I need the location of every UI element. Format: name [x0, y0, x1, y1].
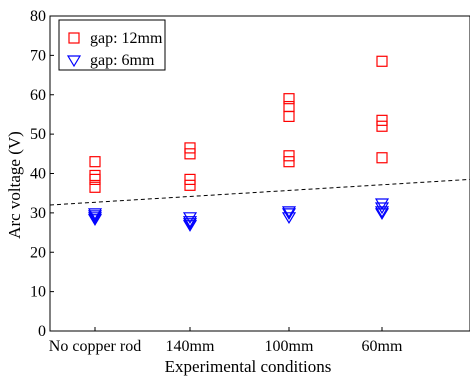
legend-marker-triangle — [66, 55, 82, 68]
data-markers — [87, 55, 390, 232]
x-axis-title: Experimental conditions — [165, 357, 332, 376]
reference-dashed-line — [49, 178, 470, 206]
data-point-gap-12mm — [184, 148, 196, 160]
data-point-gap-6mm — [182, 212, 198, 224]
data-point-gap-6mm — [182, 220, 198, 232]
data-point-gap-12mm — [89, 173, 101, 186]
data-point-gap-12mm — [376, 114, 388, 126]
legend-marker-gap-6mm — [66, 55, 82, 68]
y-tick-label: 50 — [30, 126, 46, 143]
data-point-gap-12mm — [376, 152, 388, 164]
x-axis-ticks: No copper rod 140mm 100mm 60mm — [49, 327, 403, 355]
legend-label-gap-12mm: gap: 12mm — [90, 30, 163, 47]
y-tick-label: 10 — [30, 284, 46, 301]
data-point-gap-12mm — [283, 93, 295, 105]
data-point-gap-6mm — [281, 208, 297, 221]
data-point-gap-6mm — [182, 216, 198, 228]
data-point-gap-12mm — [184, 142, 196, 154]
x-tick-label: 140mm — [166, 338, 215, 355]
data-point-gap-12mm — [184, 179, 196, 191]
data-point-gap-6mm — [87, 208, 103, 221]
data-point-gap-12mm — [89, 156, 101, 168]
data-point-gap-6mm — [87, 212, 103, 224]
legend-marker-square — [68, 32, 80, 44]
data-point-gap-6mm — [374, 202, 390, 215]
legend: gap: 12mm gap: 6mm — [58, 19, 166, 71]
y-tick-label: 40 — [30, 166, 46, 183]
data-point-gap-12mm — [89, 169, 101, 182]
y-tick-label: 80 — [30, 8, 46, 25]
data-point-gap-12mm — [283, 100, 295, 113]
data-point-gap-6mm — [87, 210, 103, 223]
x-tick-label: 60mm — [362, 338, 403, 355]
data-point-gap-12mm — [283, 110, 295, 123]
y-tick-label: 0 — [38, 323, 46, 340]
data-point-gap-12mm — [376, 55, 388, 67]
data-point-gap-12mm — [184, 173, 196, 186]
y-tick-label: 30 — [30, 205, 46, 222]
data-point-gap-6mm — [374, 206, 390, 219]
data-point-gap-12mm — [283, 156, 295, 168]
legend-marker-gap-12mm — [68, 32, 80, 44]
x-tick-label: 100mm — [265, 338, 314, 355]
plot-area-frame — [49, 15, 470, 332]
data-point-gap-12mm — [376, 120, 388, 132]
data-point-gap-6mm — [281, 206, 297, 219]
y-tick-label: 20 — [30, 244, 46, 261]
data-point-gap-12mm — [89, 181, 101, 193]
y-tick-label: 70 — [30, 47, 46, 64]
y-axis-ticks: 0 10 20 30 40 50 60 70 80 — [30, 8, 54, 340]
legend-label-gap-6mm: gap: 6mm — [90, 52, 155, 69]
data-point-gap-6mm — [374, 198, 390, 211]
x-tick-label: No copper rod — [49, 338, 141, 355]
data-point-gap-6mm — [87, 214, 103, 226]
data-point-gap-6mm — [374, 208, 390, 221]
data-point-gap-12mm — [283, 150, 295, 162]
data-point-gap-6mm — [182, 218, 198, 230]
y-tick-label: 60 — [30, 87, 46, 104]
y-axis-title: Arc voltage (V) — [5, 131, 24, 239]
data-point-gap-6mm — [281, 212, 297, 224]
